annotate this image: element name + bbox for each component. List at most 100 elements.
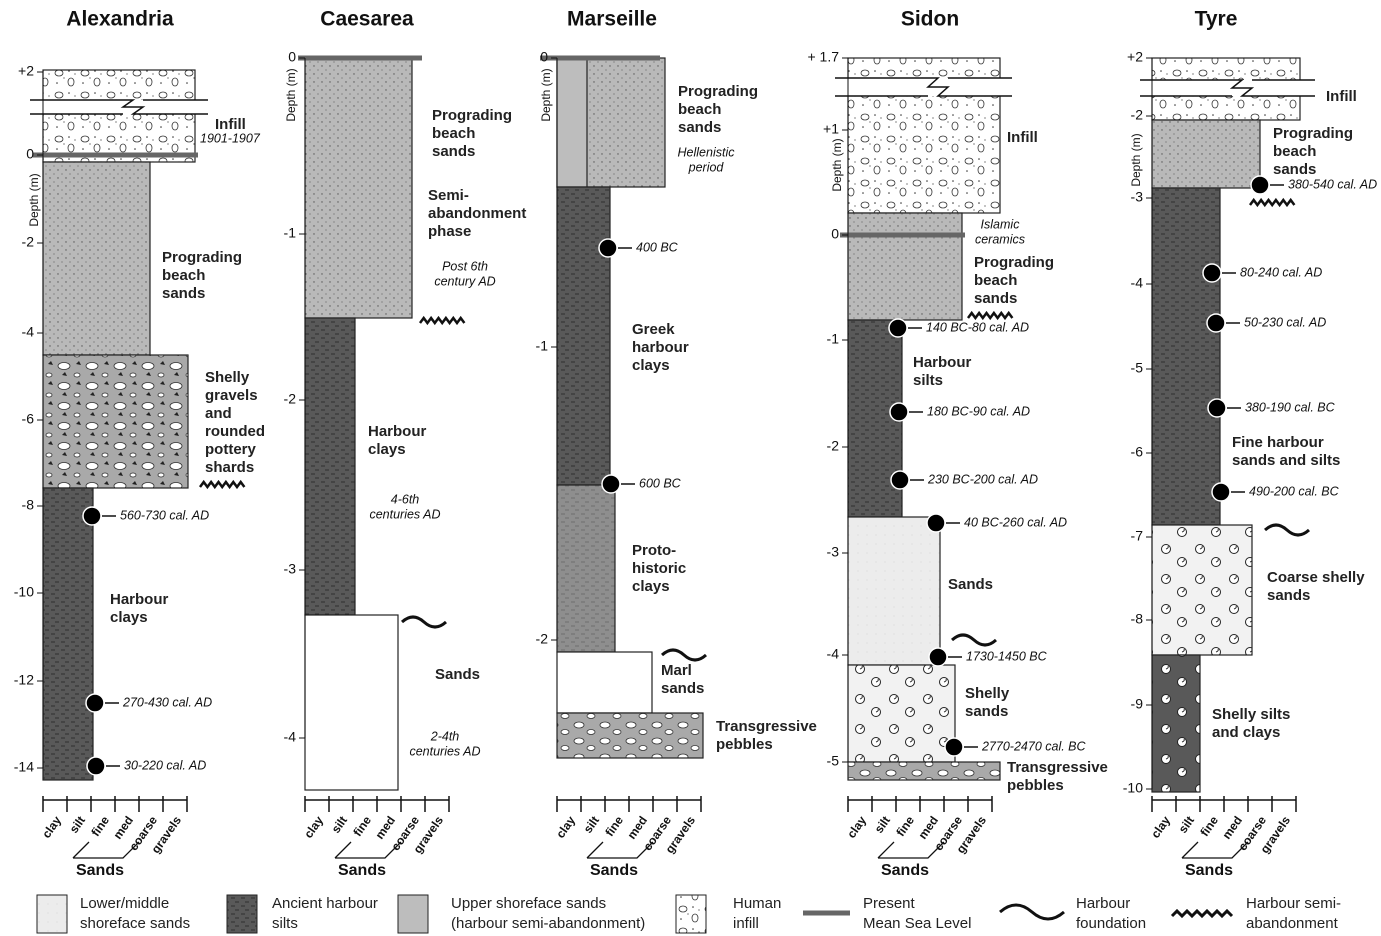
grain-label: fine (893, 813, 917, 839)
date-label: 490-200 cal. BC (1249, 484, 1340, 498)
depth-tick-label: -7 (1131, 528, 1144, 544)
unit-label: Prograding (1273, 125, 1353, 142)
date-sample (1203, 264, 1221, 282)
date-label: 30-220 cal. AD (124, 758, 206, 772)
legend-label: Harbour (1076, 895, 1130, 912)
layer-white (305, 615, 398, 790)
unit-label: clays (110, 609, 148, 626)
grain-label: clay (301, 813, 326, 840)
layer-silt (43, 488, 93, 780)
unit-label: Proto- (632, 542, 676, 559)
sands-label: Sands (338, 862, 386, 879)
layer-shelly (1152, 525, 1252, 655)
depth-tick-label: -3 (284, 561, 297, 577)
legend-label: (harbour semi-abandonment) (451, 915, 645, 932)
period-note: centuries AD (369, 507, 440, 521)
date-sample (889, 319, 907, 337)
legend-label: abandonment (1246, 915, 1339, 932)
date-label: 180 BC-90 cal. AD (927, 404, 1030, 418)
unit-label: Transgressive (1007, 759, 1108, 776)
semi-abandonment-symbol (968, 313, 1012, 318)
depth-tick-label: -8 (1131, 611, 1144, 627)
layer-lower (848, 517, 940, 665)
semi-abandonment-symbol (1250, 200, 1294, 205)
depth-tick-label: -2 (22, 234, 35, 250)
date-label: 2770-2470 cal. BC (981, 739, 1087, 753)
layer-silt (305, 318, 355, 615)
semi-abandonment-symbol (200, 482, 244, 487)
unit-label: sands (432, 143, 475, 160)
depth-axis-label: Depth (m) (539, 68, 553, 121)
depth-tick-label: 0 (288, 49, 296, 65)
period-note: century AD (434, 274, 495, 288)
legend-label: silts (272, 915, 298, 932)
legend-label: shoreface sands (80, 915, 190, 932)
layer-infill (43, 70, 195, 162)
depth-tick-label: -4 (22, 324, 35, 340)
grain-label: fine (1197, 813, 1221, 839)
unit-label: beach (432, 125, 475, 142)
grain-label: fine (602, 813, 626, 839)
depth-tick-label: + 1.7 (807, 49, 839, 65)
layer-silt (557, 187, 610, 485)
date-label: 380-540 cal. AD (1288, 177, 1377, 191)
date-label: 230 BC-200 cal. AD (927, 472, 1038, 486)
sands-label: Sands (76, 862, 124, 879)
date-sample (945, 738, 963, 756)
legend-label: Human (733, 895, 781, 912)
unit-label: Prograding (162, 249, 242, 266)
legend-swatch (676, 895, 706, 933)
grain-label: fine (88, 813, 112, 839)
legend-label: Upper shoreface sands (451, 895, 606, 912)
unit-label: Transgressive (716, 718, 817, 735)
depth-tick-label: -2 (284, 391, 297, 407)
period-note: Post 6th (442, 259, 488, 273)
legend-label: Present (863, 895, 916, 912)
date-sample (1207, 314, 1225, 332)
depth-tick-label: -12 (14, 672, 34, 688)
depth-tick-label: -1 (284, 225, 297, 241)
date-label: 40 BC-260 cal. AD (964, 515, 1067, 529)
foundation-symbol (402, 617, 446, 627)
unit-label: Prograding (974, 254, 1054, 271)
legend-label: foundation (1076, 915, 1146, 932)
grain-label: silt (1176, 814, 1197, 836)
layer-pebble (557, 713, 703, 758)
unit-label: Prograding (678, 83, 758, 100)
date-label: 1730-1450 BC (966, 649, 1048, 663)
break-gap (30, 100, 208, 114)
depth-tick-label: -1 (827, 331, 840, 347)
unit-label: silts (913, 372, 943, 389)
depth-axis-label: Depth (m) (27, 173, 41, 226)
date-sample (890, 403, 908, 421)
unit-label: rounded (205, 423, 265, 440)
depth-tick-label: -5 (1131, 360, 1144, 376)
unit-label: clays (632, 578, 670, 595)
column-title: Sidon (901, 8, 959, 31)
date-label: 270-430 cal. AD (122, 695, 212, 709)
date-label: 560-730 cal. AD (120, 508, 209, 522)
grain-label: fine (350, 813, 374, 839)
unit-label: sands (1273, 161, 1316, 178)
unit-label: Sands (435, 666, 480, 683)
depth-tick-label: +2 (18, 63, 34, 79)
unit-label: shards (205, 459, 254, 476)
layer-mid (557, 485, 615, 652)
unit-label: beach (678, 101, 721, 118)
layer-pebble (848, 762, 1000, 780)
layer-gravel (43, 355, 188, 488)
legend-label: Mean Sea Level (863, 915, 971, 932)
unit-label: and (205, 405, 232, 422)
date-sample (927, 514, 945, 532)
legend-label: Harbour semi- (1246, 895, 1341, 912)
foundation-symbol (1265, 525, 1309, 535)
period-note: 1901-1907 (200, 131, 261, 145)
date-sample (599, 239, 617, 257)
unit-label: clays (632, 357, 670, 374)
grain-label: clay (844, 813, 869, 840)
period-note: 4-6th (391, 492, 420, 506)
layer-shelly (848, 665, 955, 762)
depth-axis-label: Depth (m) (1129, 133, 1143, 186)
legend-swatch (227, 895, 257, 933)
legend-label: Ancient harbour (272, 895, 378, 912)
